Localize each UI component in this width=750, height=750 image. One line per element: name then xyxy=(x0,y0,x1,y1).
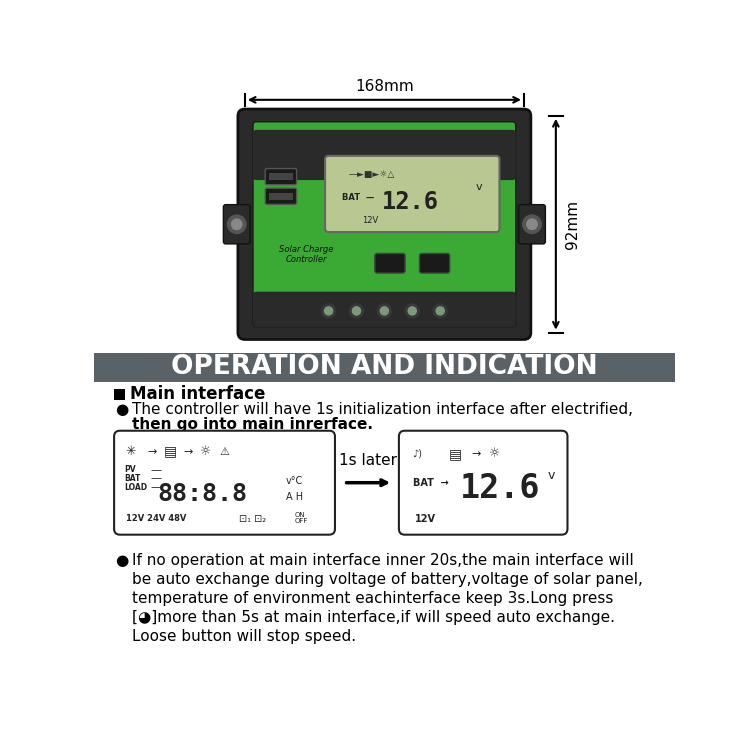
Text: ON: ON xyxy=(294,512,305,518)
Circle shape xyxy=(352,307,361,315)
Text: BAT  →: BAT → xyxy=(413,478,449,488)
Text: ⊡₁ ⊡₂: ⊡₁ ⊡₂ xyxy=(239,514,266,523)
Text: Main interface: Main interface xyxy=(130,386,266,404)
Text: OPERATION AND INDICATION: OPERATION AND INDICATION xyxy=(171,354,598,380)
Bar xyxy=(114,389,125,400)
Text: ☼: ☼ xyxy=(489,447,500,460)
Text: PV: PV xyxy=(124,465,136,474)
Circle shape xyxy=(526,219,537,230)
Text: be auto exchange during voltage of battery,voltage of solar panel,: be auto exchange during voltage of batte… xyxy=(131,572,643,587)
Bar xyxy=(269,173,292,180)
Text: 92mm: 92mm xyxy=(565,200,580,249)
Text: A H: A H xyxy=(286,493,303,502)
Text: —: — xyxy=(150,473,161,484)
Text: [◕]more than 5s at main interface,if will speed auto exchange.: [◕]more than 5s at main interface,if wil… xyxy=(131,610,614,626)
FancyBboxPatch shape xyxy=(253,130,516,180)
FancyBboxPatch shape xyxy=(114,430,335,535)
Text: LOAD: LOAD xyxy=(124,482,148,491)
Text: 12V: 12V xyxy=(362,216,378,225)
Text: ☼: ☼ xyxy=(200,445,211,458)
Text: —: — xyxy=(150,482,161,492)
Text: temperature of environment eachinterface keep 3s.Long press: temperature of environment eachinterface… xyxy=(131,591,613,606)
Text: v: v xyxy=(476,182,482,192)
Text: 1s later: 1s later xyxy=(340,453,398,468)
Circle shape xyxy=(232,219,242,230)
Text: OFF: OFF xyxy=(294,518,307,524)
Text: —: — xyxy=(150,465,161,475)
Circle shape xyxy=(325,307,333,315)
Text: 12V: 12V xyxy=(416,514,436,523)
Text: ●: ● xyxy=(116,402,128,417)
Circle shape xyxy=(227,215,246,233)
Text: ▤: ▤ xyxy=(164,444,177,458)
FancyBboxPatch shape xyxy=(519,205,545,244)
FancyBboxPatch shape xyxy=(399,430,568,535)
Text: ♪): ♪) xyxy=(412,448,422,459)
Bar xyxy=(94,352,675,382)
FancyBboxPatch shape xyxy=(325,156,500,232)
Text: ⚠: ⚠ xyxy=(220,447,230,457)
Circle shape xyxy=(433,304,447,318)
FancyBboxPatch shape xyxy=(238,109,531,340)
Circle shape xyxy=(322,304,335,318)
Text: ▤: ▤ xyxy=(448,447,461,460)
Text: ✳: ✳ xyxy=(126,445,136,458)
Text: BAT: BAT xyxy=(124,474,141,483)
Text: 12.6: 12.6 xyxy=(460,472,541,505)
FancyBboxPatch shape xyxy=(224,205,250,244)
Circle shape xyxy=(350,304,364,318)
Text: v°C: v°C xyxy=(286,476,303,486)
Circle shape xyxy=(405,304,419,318)
Text: The controller will have 1s initialization interface after electrified,: The controller will have 1s initializati… xyxy=(131,402,632,417)
FancyBboxPatch shape xyxy=(266,188,296,204)
Text: 88:8.8: 88:8.8 xyxy=(158,482,248,506)
Text: →: → xyxy=(148,447,158,457)
FancyBboxPatch shape xyxy=(419,254,450,273)
Text: v: v xyxy=(547,470,554,482)
FancyBboxPatch shape xyxy=(253,292,516,327)
Text: 168mm: 168mm xyxy=(355,79,414,94)
Circle shape xyxy=(523,215,542,233)
Text: ●: ● xyxy=(116,554,128,568)
Text: Solar Charge
Controller: Solar Charge Controller xyxy=(279,245,334,264)
Text: then go into main inrerface.: then go into main inrerface. xyxy=(131,417,373,432)
FancyBboxPatch shape xyxy=(375,254,405,273)
Circle shape xyxy=(408,307,416,315)
FancyBboxPatch shape xyxy=(253,122,516,327)
Text: →: → xyxy=(184,447,194,457)
Circle shape xyxy=(380,307,388,315)
Circle shape xyxy=(436,307,444,315)
Text: 12.6: 12.6 xyxy=(382,190,439,214)
Text: →: → xyxy=(472,448,481,459)
Text: Loose button will stop speed.: Loose button will stop speed. xyxy=(131,629,356,644)
Bar xyxy=(269,193,292,200)
FancyBboxPatch shape xyxy=(266,169,296,184)
Text: 12V 24V 48V: 12V 24V 48V xyxy=(126,514,186,523)
Text: If no operation at main interface inner 20s,the main interface will: If no operation at main interface inner … xyxy=(131,554,633,568)
Text: BAT  —: BAT — xyxy=(342,193,374,202)
Circle shape xyxy=(377,304,392,318)
Text: —►■►☼△: —►■►☼△ xyxy=(349,170,395,179)
